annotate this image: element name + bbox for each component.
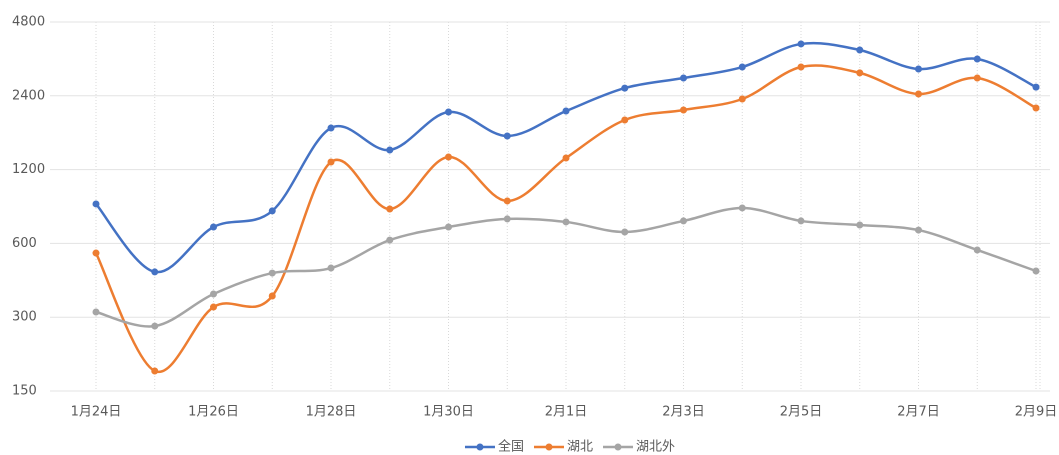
data-point [327, 264, 335, 272]
data-point [621, 84, 629, 92]
data-point [915, 65, 922, 73]
series-line [94, 64, 1037, 374]
legend-label: 湖北外 [636, 440, 675, 455]
data-point [797, 40, 805, 48]
data-point [797, 217, 805, 225]
legend-item: 湖北外 [603, 440, 675, 455]
data-point [445, 153, 452, 161]
data-point [327, 158, 335, 166]
data-point [973, 246, 981, 254]
y-tick-label: 150 [12, 384, 37, 399]
data-point [562, 218, 570, 226]
x-tick-label: 2月9日 [1015, 405, 1058, 420]
data-point [738, 95, 746, 103]
data-point [621, 116, 629, 124]
x-tick-label: 2月1日 [545, 405, 588, 420]
legend-label: 湖北 [567, 440, 593, 455]
x-tick-label: 2月5日 [780, 405, 823, 420]
data-point [445, 223, 452, 231]
x-tick-label: 1月30日 [423, 405, 474, 420]
data-point [445, 108, 452, 116]
data-point [562, 107, 570, 115]
y-tick-label: 300 [12, 310, 37, 325]
data-point [92, 249, 100, 257]
data-point [268, 292, 276, 300]
x-tick-label: 2月3日 [662, 405, 705, 420]
data-point [621, 228, 629, 236]
data-point [151, 367, 159, 375]
data-point [738, 204, 746, 212]
data-point [268, 269, 276, 277]
legend-label: 全国 [498, 439, 524, 455]
data-point [973, 74, 981, 82]
data-point [503, 132, 511, 140]
x-tick-label: 2月7日 [897, 405, 940, 420]
data-point [856, 69, 864, 77]
data-point [915, 90, 922, 98]
series-line [95, 206, 1037, 328]
legend-item: 湖北 [533, 440, 593, 455]
series-line [95, 41, 1037, 274]
y-tick-label: 1200 [12, 162, 45, 177]
data-point [210, 290, 217, 298]
data-point [1032, 83, 1040, 91]
data-point [151, 322, 159, 330]
data-point [151, 268, 159, 276]
legend-marker [476, 443, 484, 451]
data-point [856, 221, 864, 229]
data-point [327, 124, 335, 132]
data-point [386, 146, 394, 154]
data-point [680, 106, 687, 114]
data-point [268, 207, 276, 215]
data-point [680, 217, 687, 225]
data-point [856, 46, 864, 54]
y-tick-label: 600 [12, 236, 37, 251]
data-point [1032, 267, 1040, 275]
data-point [386, 205, 394, 213]
data-point [738, 63, 746, 71]
legend-item: 全国 [464, 439, 524, 455]
data-point [503, 197, 511, 205]
legend: 全国 湖北 湖北外 [464, 439, 675, 455]
data-point [797, 63, 805, 71]
data-point [503, 215, 511, 223]
x-tick-label: 1月26日 [188, 405, 239, 420]
data-point [973, 55, 981, 63]
data-point [210, 303, 217, 311]
x-tick-label: 1月24日 [71, 405, 122, 420]
legend-marker [545, 443, 553, 451]
y-tick-label: 4800 [12, 15, 45, 30]
data-point [92, 200, 100, 208]
data-point [210, 223, 217, 231]
data-point [915, 226, 922, 234]
data-point [92, 308, 100, 316]
data-point [386, 236, 394, 244]
legend-marker [614, 443, 622, 451]
x-tick-label: 1月28日 [306, 405, 357, 420]
y-tick-label: 2400 [12, 88, 45, 103]
data-point [680, 74, 687, 82]
data-point [1032, 104, 1040, 112]
data-point [562, 154, 570, 162]
